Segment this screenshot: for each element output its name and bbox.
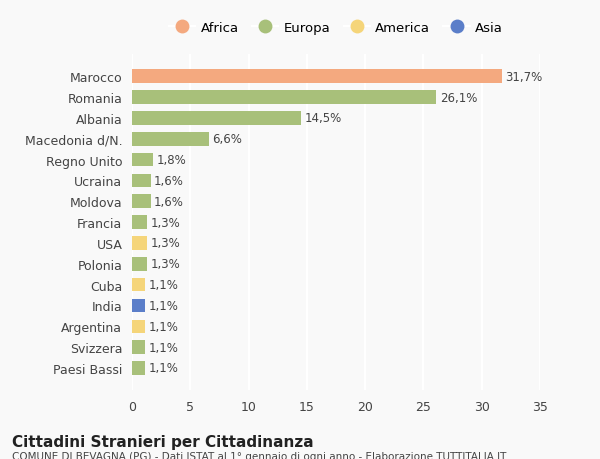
Text: 1,3%: 1,3%: [151, 257, 181, 271]
Bar: [132, 320, 145, 333]
Bar: [132, 341, 145, 354]
Text: 1,1%: 1,1%: [148, 362, 178, 375]
Bar: [132, 237, 147, 250]
Bar: [132, 174, 151, 188]
Text: 1,1%: 1,1%: [148, 299, 178, 312]
Text: 1,1%: 1,1%: [148, 320, 178, 333]
Legend: Africa, Europa, America, Asia: Africa, Europa, America, Asia: [165, 18, 507, 39]
Text: 1,3%: 1,3%: [151, 237, 181, 250]
Text: 31,7%: 31,7%: [505, 71, 542, 84]
Text: COMUNE DI BEVAGNA (PG) - Dati ISTAT al 1° gennaio di ogni anno - Elaborazione TU: COMUNE DI BEVAGNA (PG) - Dati ISTAT al 1…: [12, 451, 506, 459]
Bar: [132, 361, 145, 375]
Bar: [132, 112, 301, 125]
Bar: [132, 257, 147, 271]
Text: 1,8%: 1,8%: [157, 154, 186, 167]
Text: 26,1%: 26,1%: [440, 91, 477, 104]
Text: 1,1%: 1,1%: [148, 341, 178, 354]
Text: 1,3%: 1,3%: [151, 216, 181, 229]
Bar: [132, 195, 151, 208]
Text: Cittadini Stranieri per Cittadinanza: Cittadini Stranieri per Cittadinanza: [12, 434, 314, 449]
Text: 1,6%: 1,6%: [154, 196, 184, 208]
Text: 6,6%: 6,6%: [212, 133, 242, 146]
Bar: [132, 133, 209, 146]
Bar: [132, 91, 436, 105]
Bar: [132, 153, 153, 167]
Bar: [132, 70, 502, 84]
Text: 14,5%: 14,5%: [305, 112, 342, 125]
Text: 1,6%: 1,6%: [154, 174, 184, 188]
Bar: [132, 299, 145, 313]
Bar: [132, 278, 145, 292]
Bar: [132, 216, 147, 230]
Text: 1,1%: 1,1%: [148, 279, 178, 291]
